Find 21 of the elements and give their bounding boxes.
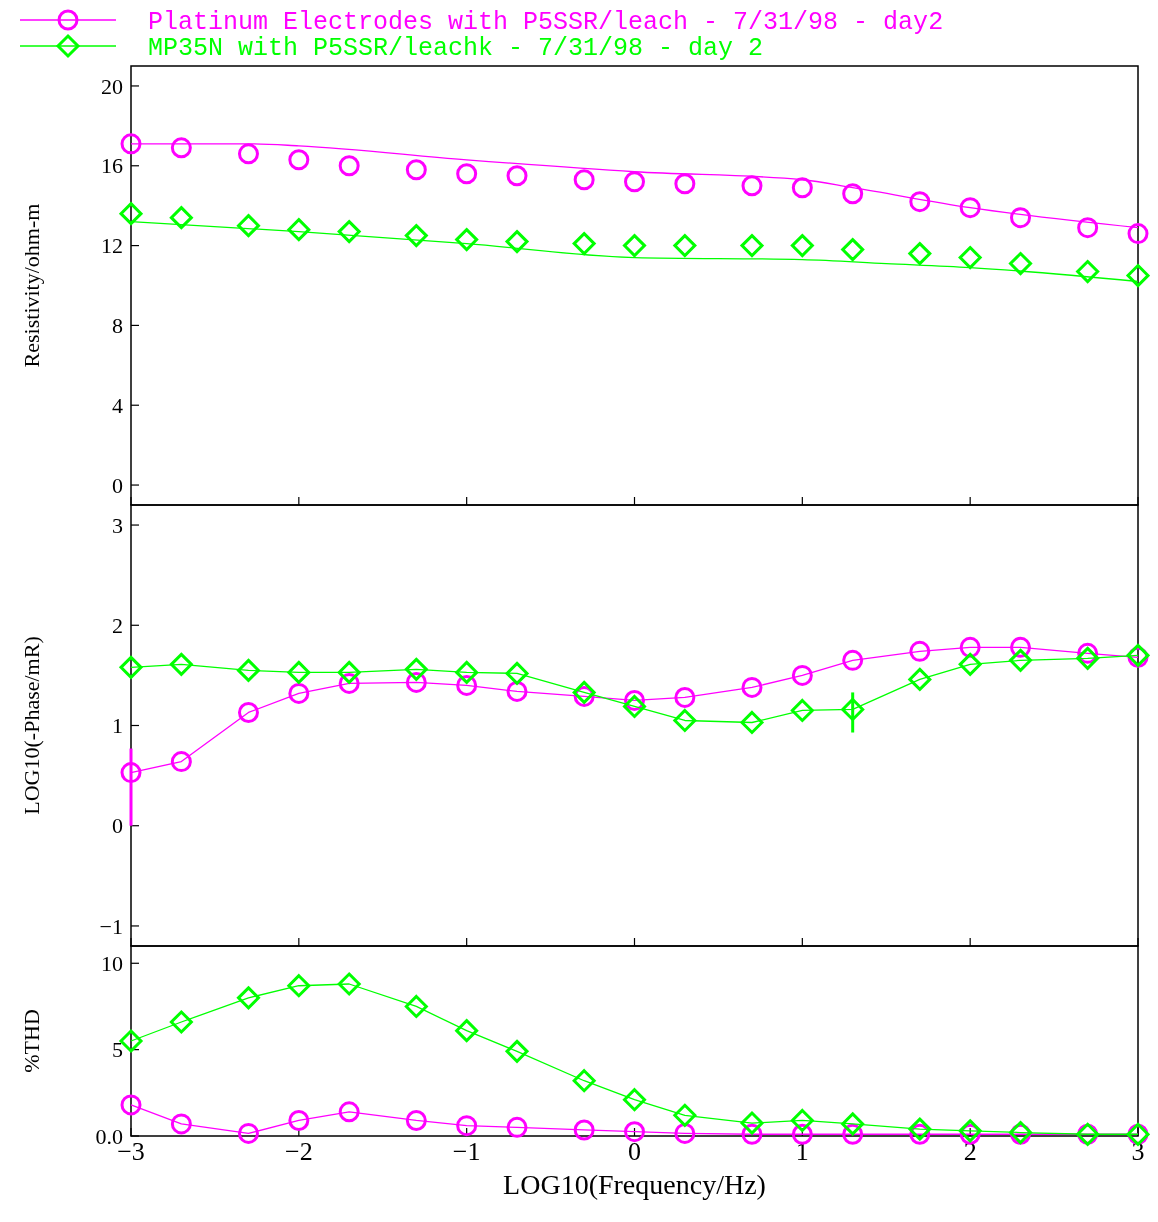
y-tick-label: 10 xyxy=(101,950,123,976)
y-tick-label: 12 xyxy=(101,233,123,259)
x-axis-title: LOG10(Frequency/Hz) xyxy=(503,1169,766,1200)
x-tick-label: 0 xyxy=(628,1137,641,1166)
x-tick-label: −2 xyxy=(285,1137,313,1166)
y-tick-label: 3 xyxy=(112,512,123,538)
y-tick-label: 8 xyxy=(112,313,123,339)
y-tick-label: 20 xyxy=(101,73,123,99)
x-tick-label: −1 xyxy=(452,1137,481,1166)
y-tick-label: 4 xyxy=(112,392,123,418)
x-tick-label: 1 xyxy=(795,1137,809,1166)
y-tick-label: 0 xyxy=(112,472,123,498)
y-tick-label: 5 xyxy=(112,1037,123,1063)
y-axis-title: %THD xyxy=(19,1009,44,1073)
y-tick-label: 2 xyxy=(112,612,123,638)
y-axis-title: LOG10(-Phase/mR) xyxy=(19,636,44,815)
y-tick-label: 16 xyxy=(101,153,123,179)
y-tick-label: −1 xyxy=(99,913,123,939)
y-tick-label: 1 xyxy=(112,713,123,739)
y-axis-title: Resistivity/ohm-m xyxy=(19,203,44,368)
y-tick-label: 0 xyxy=(112,813,123,839)
